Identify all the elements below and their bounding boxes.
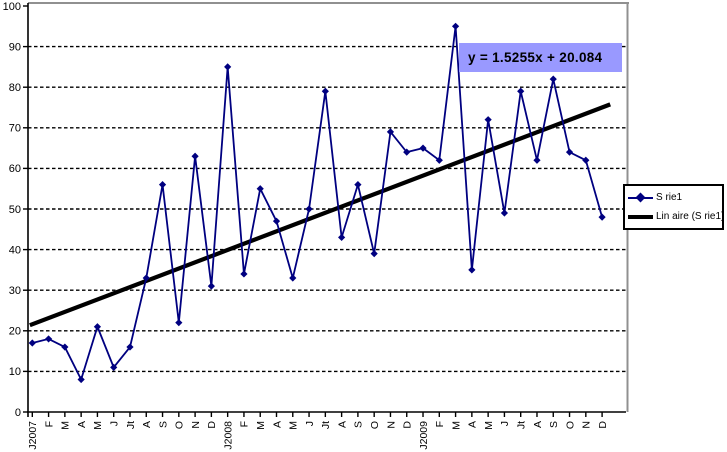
x-tick-label: M [255,421,267,430]
x-tick-label: N [190,421,202,429]
series-line-marker-icon [628,192,653,203]
x-tick-label: A [271,421,283,428]
legend-trend-label: Lin aire (S rie1) [656,211,725,222]
series-point[interactable] [435,156,443,164]
diamond-marker-icon [635,192,646,203]
series-point[interactable] [44,335,53,343]
series-point[interactable] [126,343,134,351]
equation-text: y = 1.5255x + 20.084 [468,50,603,65]
series-point[interactable] [582,156,590,164]
x-tick-label: A [141,421,153,428]
series-point[interactable] [484,116,492,124]
x-tick-label: Jt [125,421,137,429]
series-point[interactable] [28,339,36,347]
series-point[interactable] [370,250,378,258]
y-tick-label: 80 [9,82,21,94]
trendline[interactable] [29,102,611,328]
x-tick-label: M [450,421,462,430]
x-tick-label: J2008 [222,421,234,450]
trendline-marker-icon [628,211,653,222]
x-tick-label: Jt [516,421,528,429]
x-tick-label: A [76,421,88,428]
x-tick-label: J [304,421,316,426]
series-point[interactable] [419,144,427,152]
series-point[interactable] [207,282,215,290]
x-tick-label: A [467,421,479,428]
x-tick-label: J [109,421,121,426]
series-point[interactable] [354,181,362,189]
x-tick-label: M [92,421,104,430]
x-tick-label: O [564,421,576,429]
y-tick-label: 10 [9,366,21,378]
series-point[interactable] [175,319,183,327]
x-tick-label: S [548,421,560,428]
series-point[interactable] [240,270,248,278]
series-point[interactable] [533,156,541,164]
series-point[interactable] [500,209,509,217]
x-tick-label: J2007 [27,421,39,450]
x-tick-label: Jt [320,421,332,429]
series-point[interactable] [468,266,476,274]
series-point[interactable] [338,233,346,242]
x-tick-label: M [483,421,495,430]
y-tick-label: 60 [9,163,21,175]
series-point[interactable] [158,181,167,189]
legend-entry-series: S rie1 [628,188,721,207]
y-tick-label: 70 [9,123,21,135]
x-tick-label: D [597,421,609,429]
x-tick-label: F [43,421,55,427]
series-point[interactable] [289,274,297,282]
series-point[interactable] [61,343,69,351]
legend[interactable]: S rie1 Lin aire (S rie1) [623,184,724,230]
series-point[interactable] [565,148,574,156]
series-point[interactable] [224,63,232,71]
series-point[interactable] [272,217,281,225]
y-tick-label: 90 [9,41,21,53]
series-point[interactable] [386,128,395,136]
legend-entry-trendline: Lin aire (S rie1) [628,207,725,226]
y-tick-label: 20 [9,326,21,338]
series-point[interactable] [451,22,460,30]
x-tick-label: A [532,421,544,428]
series-point[interactable] [403,148,411,156]
x-tick-label: J2009 [418,421,430,450]
x-tick-label: D [402,421,414,429]
x-tick-label: O [369,421,381,429]
x-tick-label: M [288,421,300,430]
x-tick-label: F [239,421,251,427]
series-point[interactable] [256,185,264,193]
series-point[interactable] [517,87,525,95]
y-tick-label: 100 [3,1,21,13]
series-point[interactable] [321,87,329,95]
trendline-equation-label[interactable]: y = 1.5255x + 20.084 [459,43,622,72]
x-tick-label: O [174,421,186,429]
y-tick-label: 40 [9,244,21,256]
series-line[interactable] [32,26,603,382]
x-tick-label: J [499,421,511,426]
x-tick-label: D [206,421,218,429]
series-point[interactable] [305,205,313,213]
series-point[interactable] [549,75,557,83]
y-tick-label: 50 [9,204,21,216]
series-point[interactable] [191,152,199,160]
series-point[interactable] [598,213,606,221]
x-tick-label: S [157,421,169,428]
series-point[interactable] [142,274,150,282]
y-tick-label: 0 [15,407,21,419]
series-point[interactable] [110,363,118,371]
x-tick-label: M [60,421,72,430]
series-point[interactable] [77,375,85,384]
x-tick-label: A [336,421,348,428]
y-tick-label: 30 [9,285,21,297]
legend-series-label: S rie1 [656,192,683,203]
x-tick-label: F [434,421,446,427]
x-tick-label: N [385,421,397,429]
x-tick-label: S [353,421,365,428]
x-tick-label: N [581,421,593,429]
series-point[interactable] [93,323,102,331]
